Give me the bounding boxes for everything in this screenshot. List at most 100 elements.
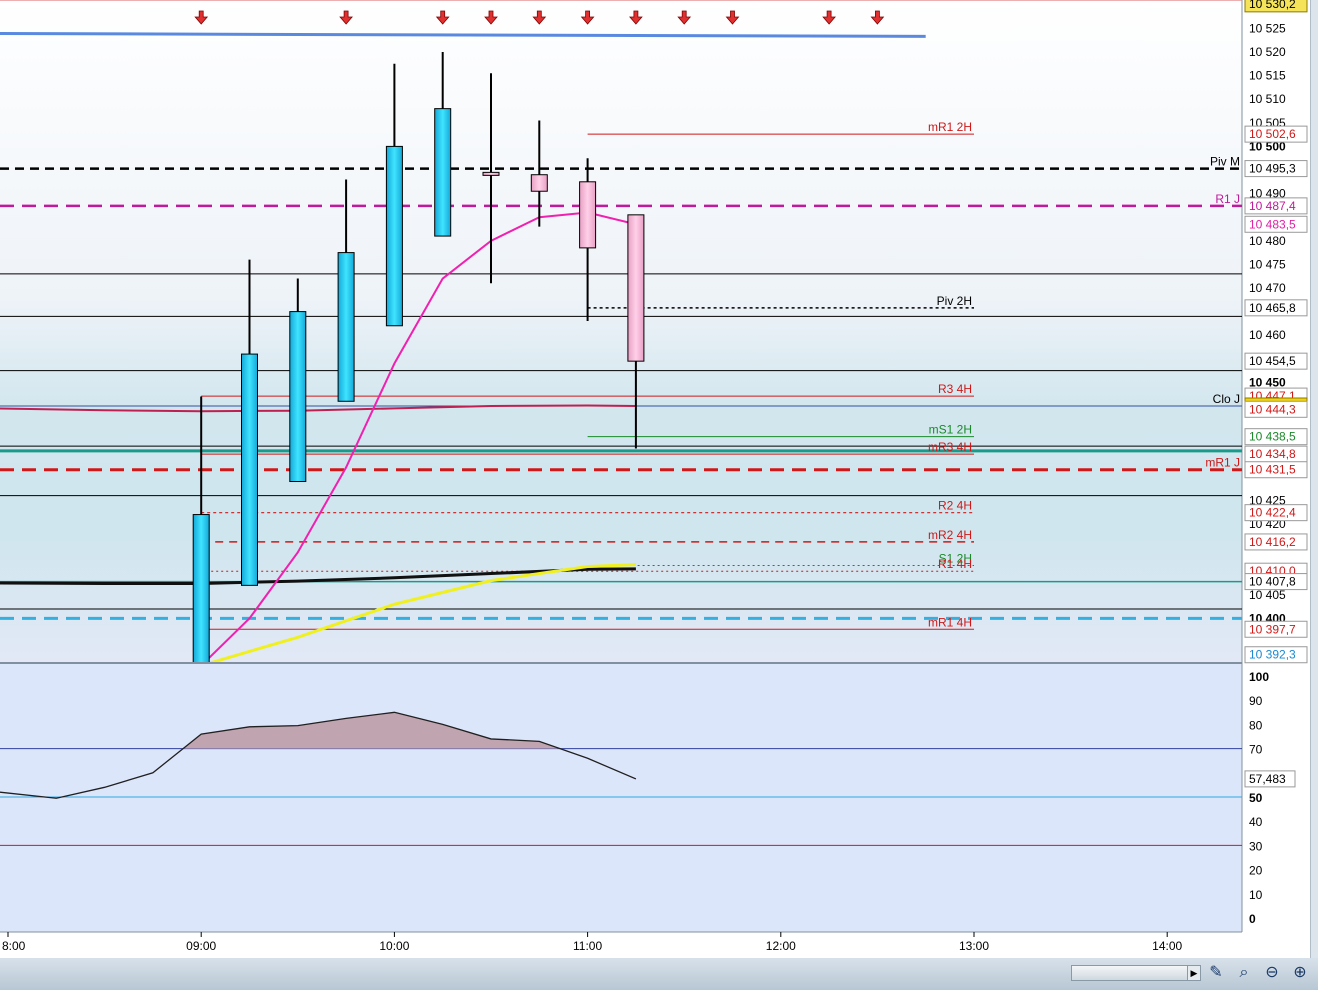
sell-arrow-icon xyxy=(870,10,885,25)
price-value-label: 10 422,4 xyxy=(1249,506,1296,520)
zoom-in-icon[interactable]: ⊕ xyxy=(1293,964,1307,981)
price-value-label: 10 454,5 xyxy=(1249,354,1296,368)
price-value-label: 10 438,5 xyxy=(1249,430,1296,444)
price-value-box xyxy=(1244,160,1308,178)
zoom-fit-icon[interactable]: ⌕ xyxy=(1239,964,1249,981)
oscillator-tick-label: 30 xyxy=(1249,839,1263,853)
level-label: Piv 2H xyxy=(937,294,972,308)
candle-body[interactable] xyxy=(241,353,258,586)
price-value-label: 10 434,8 xyxy=(1249,447,1296,461)
price-value-label: 10 431,5 xyxy=(1249,463,1296,477)
price-tick-label: 10 470 xyxy=(1249,281,1286,295)
level-label: Clo J xyxy=(1213,392,1240,406)
price-axis xyxy=(1242,0,1310,958)
chart-tools-icon[interactable]: ✎ xyxy=(1209,964,1223,981)
sell-arrow-icon xyxy=(435,10,450,25)
candle-body[interactable] xyxy=(482,171,500,176)
candle-body[interactable] xyxy=(579,181,597,249)
price-value-label: 10 444,3 xyxy=(1249,402,1296,416)
price-value-box xyxy=(1244,646,1308,664)
horizontal-scrollbar[interactable] xyxy=(1071,965,1199,981)
price-value-label: 10 502,6 xyxy=(1249,127,1296,141)
level-label: R1 J xyxy=(1215,192,1240,206)
moving-average-magenta xyxy=(203,211,637,662)
price-tick-label: 10 450 xyxy=(1249,375,1286,389)
price-tick-label: 10 515 xyxy=(1249,69,1286,83)
sell-arrow-icon xyxy=(532,10,547,25)
level-label: mR2 4H xyxy=(928,528,972,542)
oscillator-tick-label: 40 xyxy=(1249,815,1263,829)
price-value-label: 10 392,3 xyxy=(1249,648,1296,662)
price-value-label: 10 487,4 xyxy=(1249,199,1296,213)
sell-arrow-icon xyxy=(629,10,643,25)
time-tick-label: 13:00 xyxy=(959,939,989,953)
level-label: mR1 J xyxy=(1205,456,1240,470)
price-value-box xyxy=(1244,0,1308,13)
overbought-area xyxy=(183,712,560,749)
oscillator-line xyxy=(0,711,637,799)
price-value-box xyxy=(1244,352,1308,370)
price-value-box xyxy=(1244,125,1308,143)
price-value-box xyxy=(1244,504,1308,522)
price-value-box xyxy=(1244,400,1308,418)
sell-arrow-icon xyxy=(194,10,209,25)
sell-arrow-icon xyxy=(677,10,692,25)
sell-arrow-icon xyxy=(725,10,740,25)
price-value-label: 10 483,5 xyxy=(1249,217,1296,231)
oscillator-tick-label: 10 xyxy=(1249,888,1263,902)
price-tick-label: 10 480 xyxy=(1249,234,1286,248)
scroll-right-button[interactable]: ▶ xyxy=(1187,965,1201,981)
oscillator-tick-label: 100 xyxy=(1249,670,1269,684)
price-value-box xyxy=(1244,197,1308,215)
oscillator-value-label: 57,483 xyxy=(1249,772,1286,786)
price-tick-label: 10 405 xyxy=(1249,588,1286,602)
oscillator-tick-label: 90 xyxy=(1249,694,1263,708)
time-tick-label: 11:00 xyxy=(573,939,602,953)
level-label: R2 4H xyxy=(938,499,972,513)
candle-body[interactable] xyxy=(627,214,645,362)
price-value-box xyxy=(1244,215,1308,233)
level-label: R3 4H xyxy=(938,382,972,396)
moving-average-crimson xyxy=(0,404,636,413)
time-tick-label: 10:00 xyxy=(379,939,409,953)
price-tick-label: 10 490 xyxy=(1249,187,1286,201)
level-label: Piv M xyxy=(1210,155,1240,169)
level-label: mR1 2H xyxy=(928,120,972,134)
price-tick-label: 10 460 xyxy=(1249,328,1286,342)
sell-arrow-icon xyxy=(339,10,353,25)
level-label: mS1 2H xyxy=(929,423,972,437)
time-tick-label: 14:00 xyxy=(1152,939,1182,953)
price-panel[interactable] xyxy=(0,0,1242,662)
price-tick-label: 10 510 xyxy=(1249,92,1286,106)
time-tick-label: 12:00 xyxy=(766,939,796,953)
candle-body[interactable] xyxy=(192,514,210,675)
price-tick-label: 10 520 xyxy=(1249,45,1286,59)
oscillator-panel[interactable] xyxy=(0,664,1242,932)
sell-arrow-icon xyxy=(822,10,836,25)
price-value-box xyxy=(1244,461,1308,479)
oscillator-tick-label: 70 xyxy=(1249,743,1263,757)
vertical-scroll-edge[interactable] xyxy=(1310,0,1318,958)
candle-body[interactable] xyxy=(337,252,355,402)
candle-body[interactable] xyxy=(530,174,548,192)
price-value-box xyxy=(1244,299,1308,317)
price-value-label: 10 407,8 xyxy=(1249,575,1296,589)
price-value-label: 10 530,2 xyxy=(1249,0,1296,11)
oscillator-tick-label: 50 xyxy=(1249,791,1263,805)
sell-arrow-icon xyxy=(580,10,595,25)
price-tick-label: 10 500 xyxy=(1249,139,1286,153)
level-label: S1 2H xyxy=(939,552,972,566)
price-value-box xyxy=(1244,533,1308,551)
candle-body[interactable] xyxy=(434,108,452,237)
sell-arrow-icon xyxy=(484,10,498,25)
level-label: mR1 4H xyxy=(928,615,972,629)
candle-body[interactable] xyxy=(385,145,403,327)
price-tick-label: 10 425 xyxy=(1249,493,1286,507)
oscillator-value-box xyxy=(1244,770,1296,788)
time-axis xyxy=(0,932,1242,958)
time-tick-label: 8:00 xyxy=(2,939,26,953)
price-tick-label: 10 525 xyxy=(1249,21,1286,35)
candle-body[interactable] xyxy=(289,311,307,483)
zoom-out-icon[interactable]: ⊖ xyxy=(1265,964,1279,981)
